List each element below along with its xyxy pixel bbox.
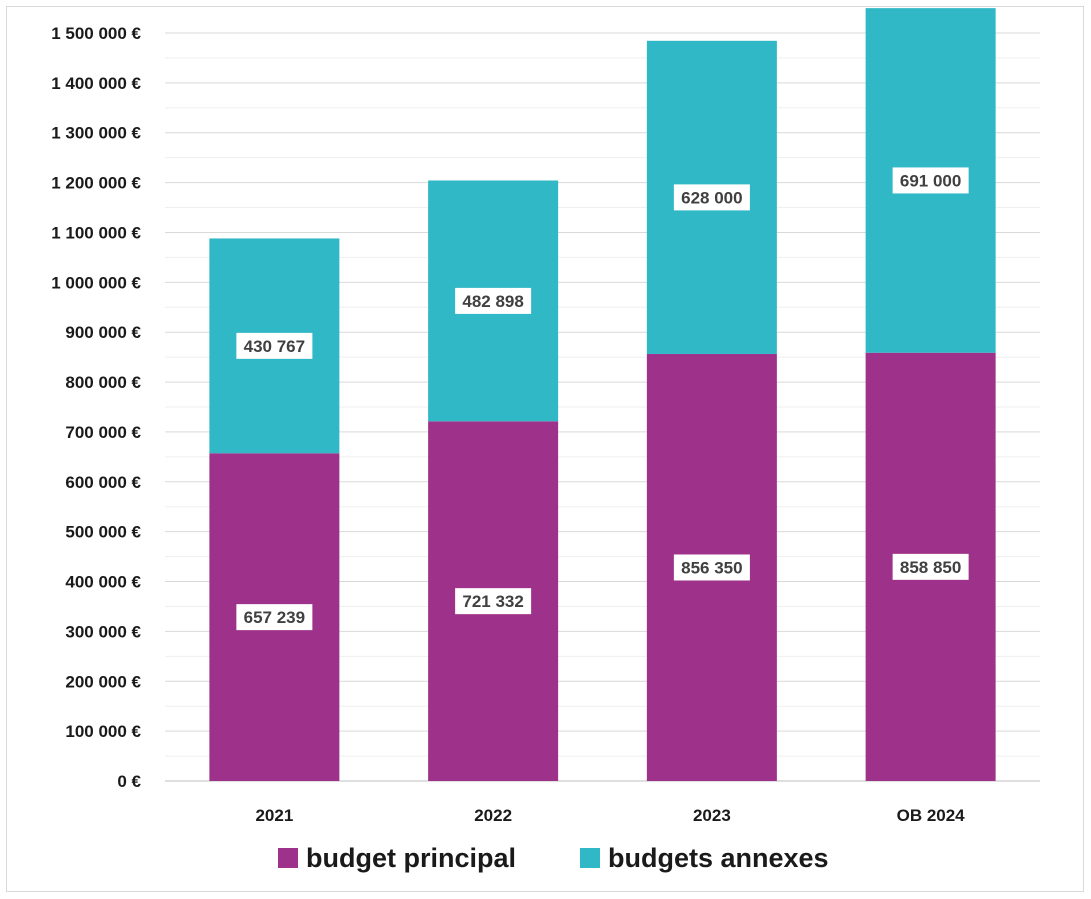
legend-label: budget principal <box>306 843 516 873</box>
data-label: 691 000 <box>900 171 961 190</box>
y-tick-label: 1 500 000 € <box>51 24 141 43</box>
data-label-box <box>455 588 532 615</box>
x-category-label: OB 2024 <box>897 806 966 825</box>
y-tick-label: 500 000 € <box>65 523 141 542</box>
y-tick-label: 300 000 € <box>65 622 141 641</box>
y-tick-label: 900 000 € <box>65 323 141 342</box>
y-tick-label: 0 € <box>117 772 141 791</box>
data-label: 430 767 <box>244 337 305 356</box>
y-tick-label: 200 000 € <box>65 672 141 691</box>
data-label: 657 239 <box>244 608 305 627</box>
x-category-label: 2022 <box>474 806 512 825</box>
data-label-box <box>892 167 969 194</box>
y-tick-label: 1 300 000 € <box>51 124 141 143</box>
y-tick-label: 1 200 000 € <box>51 174 141 193</box>
data-label: 628 000 <box>681 188 742 207</box>
data-label-box <box>892 553 969 580</box>
x-category-label: 2023 <box>693 806 731 825</box>
data-label-box <box>236 604 313 631</box>
y-tick-label: 1 100 000 € <box>51 223 141 242</box>
y-tick-label: 1 000 000 € <box>51 273 141 292</box>
legend-swatch <box>580 848 600 868</box>
data-label-box <box>673 554 750 581</box>
x-category-label: 2021 <box>255 806 293 825</box>
y-tick-label: 600 000 € <box>65 473 141 492</box>
y-tick-label: 1 400 000 € <box>51 74 141 93</box>
data-label: 482 898 <box>462 292 523 311</box>
y-tick-label: 800 000 € <box>65 373 141 392</box>
data-label-box <box>455 287 532 314</box>
data-label: 721 332 <box>462 592 523 611</box>
data-label: 856 350 <box>681 558 742 577</box>
y-tick-label: 100 000 € <box>65 722 141 741</box>
data-label-box <box>236 332 313 359</box>
legend-swatch <box>278 848 298 868</box>
y-tick-label: 400 000 € <box>65 573 141 592</box>
legend-label: budgets annexes <box>608 843 829 873</box>
data-label-box <box>673 184 750 211</box>
data-label: 858 850 <box>900 558 961 577</box>
y-tick-label: 700 000 € <box>65 423 141 442</box>
